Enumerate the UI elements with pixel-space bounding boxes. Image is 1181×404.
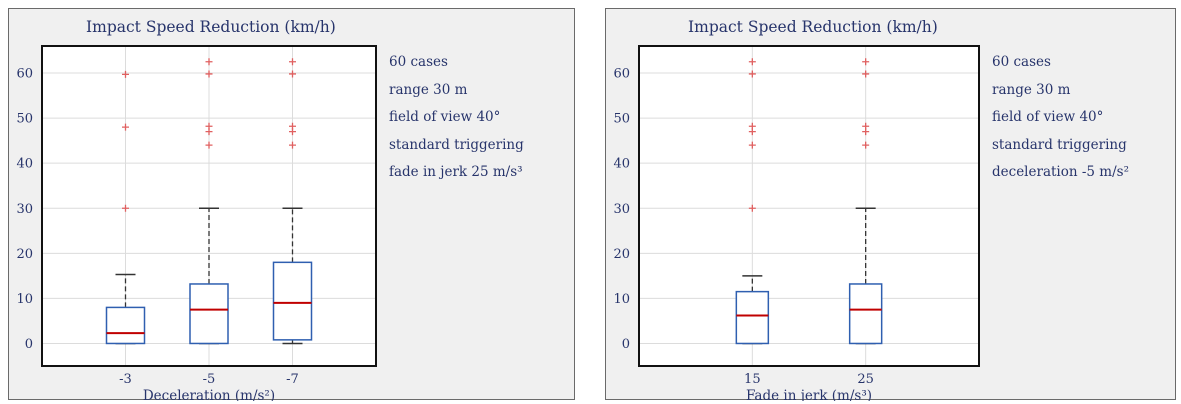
note-cases: 60 cases (389, 54, 448, 70)
iqr-box (848, 283, 883, 345)
iqr-box (189, 283, 229, 345)
x-tick-label: -5 (203, 372, 216, 387)
y-tick-label: 50 (16, 112, 33, 127)
iqr-box (105, 306, 146, 345)
outlier-point (289, 58, 296, 66)
box-25 (848, 58, 883, 345)
chart-title: Impact Speed Reduction (km/h) (688, 18, 938, 36)
x-axis-label: Deceleration (m/s²) (143, 388, 275, 401)
y-tick-label: 20 (613, 247, 630, 262)
y-tick-label: 60 (613, 67, 630, 82)
y-tick-label: 60 (16, 67, 33, 82)
iqr-box (735, 290, 770, 345)
note-cases: 60 cases (992, 54, 1051, 70)
outlier-point (289, 141, 296, 149)
note-triggering: standard triggering (389, 136, 524, 153)
outlier-point (862, 122, 870, 130)
outlier-point (862, 141, 870, 149)
outlier-point (748, 122, 756, 130)
y-tick-label: 20 (16, 247, 33, 262)
right-chart-panel: Impact Speed Reduction (km/h) 0 10 20 30 40 5… (605, 8, 1176, 401)
note-field-of-view: field of view 40° (992, 109, 1104, 125)
y-tick-label: 40 (16, 157, 33, 172)
outlier-point (748, 204, 756, 212)
outlier-point (122, 70, 129, 78)
note-fade-in-jerk: fade in jerk 25 m/s³ (389, 164, 523, 180)
outlier-point (289, 70, 296, 78)
y-tick-label: 30 (613, 202, 630, 217)
y-tick-label: 10 (16, 292, 33, 307)
note-range: range 30 m (992, 81, 1071, 98)
y-tick-label: 30 (16, 202, 33, 217)
outlier-point (862, 58, 870, 66)
y-tick-label: 10 (613, 292, 630, 307)
chart-title: Impact Speed Reduction (km/h) (86, 18, 336, 36)
iqr-box (272, 261, 313, 341)
outlier-point (748, 141, 756, 149)
x-axis-label: Fade in jerk (m/s³) (746, 388, 872, 401)
plot-frame (41, 45, 377, 367)
outlier-point (205, 58, 213, 66)
y-tick-label: 50 (613, 112, 630, 127)
box--7 (272, 58, 313, 345)
outlier-point (289, 122, 296, 130)
note-deceleration: deceleration -5 m/s² (992, 164, 1129, 180)
left-chart-panel: Impact Speed Reduction (km/h) 0 10 20 30 40 5… (8, 8, 575, 401)
y-tick-label: 0 (622, 337, 630, 352)
outlier-point (748, 58, 756, 66)
x-tick-label: 25 (857, 372, 874, 387)
x-tick-label: -3 (119, 372, 132, 387)
x-tick-label: 15 (744, 372, 761, 387)
box-15 (735, 58, 770, 345)
left-boxplot: 0 10 20 30 40 50 60 -3 -5 -7 Deceleration (m/s²) (16, 45, 377, 401)
box--5 (189, 58, 229, 345)
note-range: range 30 m (389, 81, 468, 98)
note-field-of-view: field of view 40° (389, 109, 501, 125)
chart-notes: 60 cases range 30 m field of view 40° st… (389, 53, 524, 191)
plot-frame (638, 45, 980, 367)
y-tick-label: 0 (25, 337, 33, 352)
y-tick-label: 40 (613, 157, 630, 172)
outlier-point (862, 70, 870, 78)
note-triggering: standard triggering (992, 136, 1127, 153)
plot-area (639, 46, 979, 366)
outlier-point (748, 70, 756, 78)
outlier-point (205, 141, 213, 149)
outlier-point (205, 70, 213, 78)
box--3 (105, 70, 146, 345)
outlier-point (122, 204, 129, 212)
outlier-point (122, 123, 129, 131)
chart-notes: 60 cases range 30 m field of view 40° st… (992, 53, 1129, 191)
x-tick-label: -7 (286, 372, 299, 387)
outlier-point (205, 122, 213, 130)
